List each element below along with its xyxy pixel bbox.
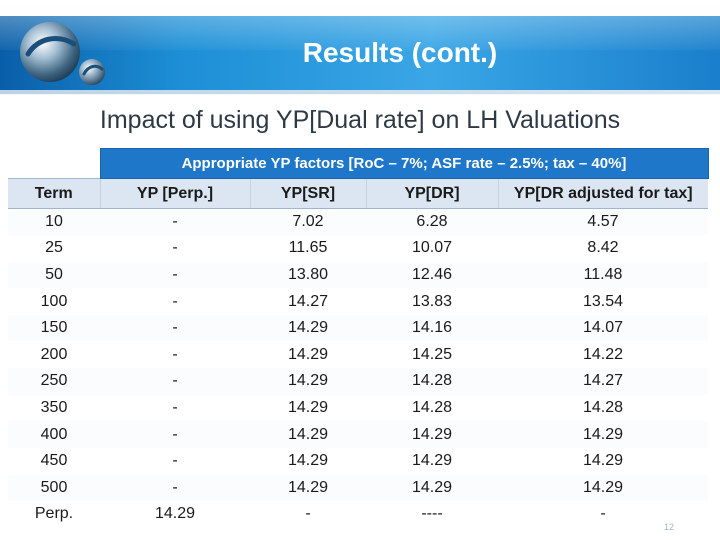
yp-dr-tax-cell: 14.27 [498, 368, 708, 395]
yp-dr-cell: 14.29 [366, 474, 498, 502]
group-header: Appropriate YP factors [RoC – 7%; ASF ra… [99, 148, 709, 179]
yp-perp-cell: - [100, 314, 250, 342]
slide-subtitle: Impact of using YP[Dual rate] on LH Valu… [99, 106, 621, 134]
term-cell: 150 [8, 314, 100, 342]
yp-dr-cell: 14.16 [366, 314, 498, 342]
yp-perp-cell: - [100, 208, 250, 236]
yp-dr-tax-cell: 4.57 [498, 208, 708, 236]
column-header-term: Term [8, 178, 100, 209]
term-cell: 10 [8, 208, 100, 236]
yp-dr-tax-cell: 14.29 [498, 421, 708, 448]
table-row: 350 - 14.29 14.28 14.28 [8, 394, 708, 422]
yp-dr-tax-cell: 13.54 [498, 288, 708, 315]
yp-sr-cell: 14.29 [250, 394, 366, 422]
table-row: 500 - 14.29 14.29 14.29 [8, 474, 708, 502]
table-row: 450 - 14.29 14.29 14.29 [8, 447, 708, 475]
yp-sr-cell: 14.29 [250, 314, 366, 342]
yp-dr-cell: 10.07 [366, 235, 498, 262]
globe-logo-icon [20, 22, 105, 85]
term-cell: 400 [8, 421, 100, 448]
table-row: 100 - 14.27 13.83 13.54 [8, 288, 708, 315]
table-row: 10 - 7.02 6.28 4.57 [8, 208, 708, 236]
term-cell: 100 [8, 288, 100, 315]
yp-dr-cell: ---- [366, 501, 498, 528]
table-row: 400 - 14.29 14.29 14.29 [8, 421, 708, 448]
yp-perp-cell: - [100, 288, 250, 315]
column-header-yp-dr: YP[DR] [365, 178, 498, 209]
yp-perp-cell: - [100, 341, 250, 369]
yp-sr-cell: 13.80 [250, 261, 366, 289]
yp-dr-tax-cell: 14.22 [498, 341, 708, 369]
term-cell: 200 [8, 341, 100, 369]
yp-dr-tax-cell: 14.07 [498, 314, 708, 342]
slide-title: Results (cont.) [302, 37, 498, 68]
table-row: 50 - 13.80 12.46 11.48 [8, 261, 708, 289]
banner-divider [0, 90, 720, 94]
table-row: 150 - 14.29 14.16 14.07 [8, 314, 708, 342]
yp-perp-cell: - [100, 261, 250, 289]
table-row: Perp. 14.29 - ---- - [8, 501, 708, 528]
term-cell: 500 [8, 474, 100, 502]
term-cell: 350 [8, 394, 100, 422]
yp-dr-cell: 6.28 [366, 208, 498, 236]
title-bar [0, 16, 720, 90]
yp-dr-tax-cell: 14.29 [498, 447, 708, 475]
yp-dr-cell: 14.29 [366, 447, 498, 475]
yp-perp-cell: - [100, 474, 250, 502]
page-number: 12 [664, 522, 675, 532]
yp-dr-tax-cell: - [498, 501, 708, 528]
group-header-spacer [8, 149, 100, 179]
yp-perp-cell: 14.29 [100, 501, 250, 528]
yp-sr-cell: 7.02 [250, 208, 366, 236]
term-cell: 250 [8, 368, 100, 395]
column-header-row: Term YP [Perp.] YP[SR] YP[DR] YP[DR adju… [8, 178, 708, 209]
yp-dr-tax-cell: 11.48 [498, 261, 708, 289]
yp-dr-cell: 14.28 [366, 368, 498, 395]
yp-sr-cell: 14.29 [250, 474, 366, 502]
column-header-yp-sr: YP[SR] [249, 178, 366, 209]
yp-perp-cell: - [100, 368, 250, 395]
yp-dr-cell: 14.25 [366, 341, 498, 369]
term-cell: Perp. [8, 501, 100, 528]
table-row: 200 - 14.29 14.25 14.22 [8, 341, 708, 369]
yp-dr-tax-cell: 14.28 [498, 394, 708, 422]
yp-sr-cell: 14.27 [250, 288, 366, 315]
yp-sr-cell: - [250, 501, 366, 528]
table-row: 250 - 14.29 14.28 14.27 [8, 368, 708, 395]
yp-sr-cell: 14.29 [250, 368, 366, 395]
yp-results-table: Appropriate YP factors [RoC – 7%; ASF ra… [8, 148, 709, 528]
yp-sr-cell: 11.65 [250, 235, 366, 262]
yp-dr-tax-cell: 14.29 [498, 474, 708, 502]
yp-perp-cell: - [100, 421, 250, 448]
group-header-row: Appropriate YP factors [RoC – 7%; ASF ra… [8, 148, 709, 179]
yp-perp-cell: - [100, 235, 250, 262]
yp-sr-cell: 14.29 [250, 447, 366, 475]
yp-dr-cell: 13.83 [366, 288, 498, 315]
yp-sr-cell: 14.29 [250, 341, 366, 369]
term-cell: 450 [8, 447, 100, 475]
title-banner: Results (cont.) [0, 0, 720, 95]
column-header-yp-perp: YP [Perp.] [99, 178, 250, 209]
term-cell: 50 [8, 261, 100, 289]
yp-sr-cell: 14.29 [250, 421, 366, 448]
yp-dr-tax-cell: 8.42 [498, 235, 708, 262]
yp-dr-cell: 12.46 [366, 261, 498, 289]
yp-perp-cell: - [100, 394, 250, 422]
yp-perp-cell: - [100, 447, 250, 475]
table-body: 10 - 7.02 6.28 4.57 25 - 11.65 10.07 8.4… [8, 208, 708, 528]
column-header-yp-dr-tax: YP[DR adjusted for tax] [497, 178, 708, 209]
term-cell: 25 [8, 235, 100, 262]
table-row: 25 - 11.65 10.07 8.42 [8, 235, 708, 262]
yp-dr-cell: 14.29 [366, 421, 498, 448]
yp-dr-cell: 14.28 [366, 394, 498, 422]
